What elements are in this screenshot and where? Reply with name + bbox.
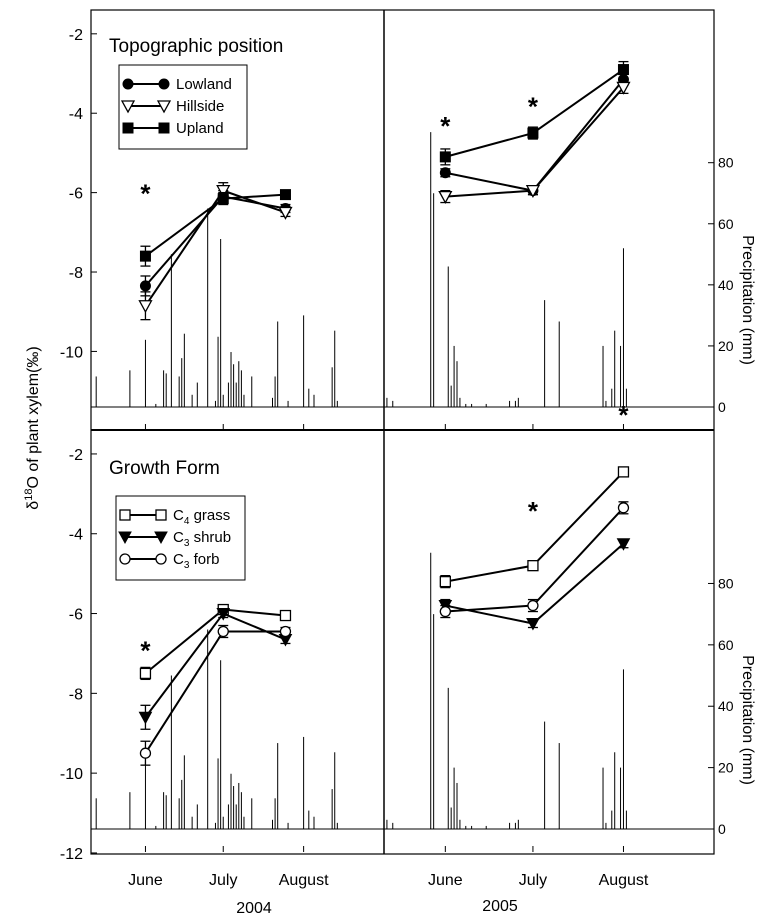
significance-marker: * <box>140 635 151 665</box>
data-point <box>617 64 629 76</box>
y2-tick-label: 20 <box>718 338 734 354</box>
y-tick-label: -8 <box>69 265 83 282</box>
data-point <box>527 560 539 572</box>
y-axis-label-superscript: 18 <box>23 489 35 501</box>
y-tick-label: -6 <box>69 607 83 624</box>
y-axis-label: δ18O of plant xylem(‰) <box>23 346 42 509</box>
y-tick-label: -4 <box>69 106 83 123</box>
significance-marker: * <box>528 91 539 121</box>
data-point <box>617 466 630 478</box>
legend-marker <box>158 122 170 134</box>
legend-marker <box>155 509 167 521</box>
data-point <box>527 127 539 139</box>
y2-tick-label: 60 <box>718 637 734 653</box>
data-point <box>439 151 451 163</box>
right-axis-label-top: Precipitation (mm) <box>739 235 756 365</box>
y2-tick-label: 0 <box>718 399 726 415</box>
series-line <box>144 608 286 675</box>
series-line <box>144 189 286 307</box>
y-tick-label: -6 <box>69 186 83 203</box>
significance-marker: * <box>528 496 539 526</box>
legend-marker <box>120 100 136 114</box>
legend-marker <box>155 553 167 565</box>
legend-marker <box>158 78 170 90</box>
data-point <box>616 538 631 551</box>
data-point <box>439 167 451 179</box>
legend-marker <box>119 509 131 521</box>
legend-marker <box>122 78 134 90</box>
legend-label: C3 shrub <box>173 529 231 549</box>
data-point <box>616 81 631 95</box>
plot-border <box>90 9 715 855</box>
y-tick-label: -4 <box>69 527 83 544</box>
year-label-2004: 2004 <box>236 900 272 917</box>
significance-marker: * <box>440 111 451 141</box>
data-point <box>216 184 231 198</box>
data-point <box>279 625 292 638</box>
legend-label: Lowland <box>176 76 232 93</box>
legend-marker <box>118 531 132 545</box>
panel-title-topographic: Topographic position <box>109 36 283 57</box>
data-point <box>139 280 151 292</box>
panel-top: -2 -4 -6 -8 -10 0 20 40 60 80 * * * Lowland Hillside Up… <box>60 27 734 430</box>
axes-frame <box>90 9 715 855</box>
x-tick-label: June <box>428 872 463 889</box>
legend-marker <box>122 122 134 134</box>
x-tick-label: June <box>128 872 163 889</box>
x-tick-label: July <box>209 872 237 889</box>
significance-marker: * <box>140 179 151 209</box>
y2-tick-label: 40 <box>718 698 734 714</box>
panel-title-growth-form: Growth Form <box>109 458 220 479</box>
y2-tick-label: 80 <box>718 155 734 171</box>
data-point <box>138 300 153 314</box>
legend-label: C4 grass <box>173 507 230 527</box>
series-line <box>144 630 286 754</box>
y-tick-label: -10 <box>60 766 83 783</box>
y2-tick-label: 60 <box>718 216 734 232</box>
data-point <box>439 605 451 618</box>
data-point <box>279 189 291 201</box>
data-point <box>217 193 229 205</box>
data-point <box>279 609 292 622</box>
data-point <box>278 206 293 220</box>
y-axis-label-delta: δ <box>25 501 42 510</box>
legend-marker <box>154 531 168 545</box>
data-point <box>438 190 453 204</box>
legend-marker <box>119 553 131 565</box>
x-tick-label: August <box>279 872 329 889</box>
data-point <box>526 618 540 631</box>
data-point <box>617 502 630 514</box>
data-point <box>139 667 152 680</box>
legend-label: C3 forb <box>173 551 219 571</box>
x-tick-label: July <box>519 872 547 889</box>
data-point <box>217 625 229 638</box>
data-point <box>216 608 231 621</box>
x-tick-label: August <box>599 872 649 889</box>
data-point <box>139 747 152 759</box>
y2-tick-label: 0 <box>718 821 726 837</box>
legend-label: Hillside <box>176 98 224 115</box>
y-tick-label: -2 <box>69 27 83 44</box>
legend-label: Upland <box>176 120 224 137</box>
y2-tick-label: 20 <box>718 760 734 776</box>
right-axis-label-bottom: Precipitation (mm) <box>739 655 756 785</box>
data-point <box>525 184 541 198</box>
data-point <box>439 575 451 588</box>
y2-tick-label: 80 <box>718 575 734 591</box>
significance-marker: * <box>618 400 629 430</box>
year-label-2005: 2005 <box>482 898 518 915</box>
data-point <box>139 250 151 262</box>
series-line <box>144 612 286 718</box>
y-tick-label: -2 <box>69 447 83 464</box>
panel-bottom: -2 -4 -6 -8 -10 -12 0 20 40 60 80 June July August Jun… <box>60 400 734 889</box>
y-axis-label-text: O of plant xylem(‰) <box>25 346 42 488</box>
y2-tick-label: 40 <box>718 277 734 293</box>
data-point <box>527 599 539 612</box>
legend-marker <box>156 100 172 114</box>
y-tick-label: -10 <box>60 344 83 361</box>
y-tick-label: -12 <box>60 846 83 863</box>
data-point <box>138 711 153 725</box>
y-tick-label: -8 <box>69 686 83 703</box>
